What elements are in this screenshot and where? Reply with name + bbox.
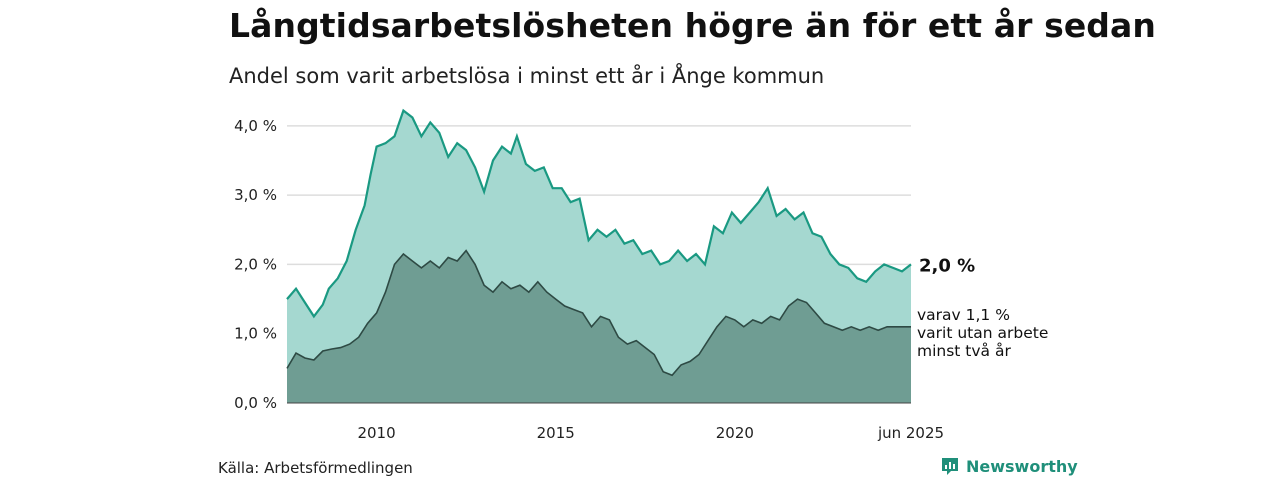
y-tick-label: 2,0 %: [234, 255, 277, 273]
brand-name: Newsworthy: [966, 456, 1078, 476]
y-tick-label: 3,0 %: [234, 186, 277, 204]
x-tick-label: 2015: [537, 424, 575, 442]
chart-subtitle: Andel som varit arbetslösa i minst ett å…: [229, 64, 825, 88]
x-tick-labels: 2010 2015 2020 jun 2025: [357, 424, 944, 442]
y-tick-label: 0,0 %: [234, 394, 277, 412]
line-total: [286, 108, 912, 319]
x-tick-label: 2010: [357, 424, 395, 442]
end-value-label: 2,0 %: [919, 255, 975, 276]
y-tick-labels: 0,0 % 1,0 % 2,0 % 3,0 % 4,0 %: [234, 117, 277, 412]
chart-title: Långtidsarbetslösheten högre än för ett …: [229, 6, 1156, 45]
newsworthy-logo-icon: [942, 458, 958, 475]
y-tick-label: 4,0 %: [234, 117, 277, 135]
annotation-line-1: varav 1,1 %: [917, 306, 1010, 324]
y-tick-label: 1,0 %: [234, 325, 277, 343]
line-longterm: [286, 249, 911, 377]
area-longterm: [287, 250, 911, 403]
annotation-line-2: varit utan arbete: [917, 324, 1048, 342]
source-note: Källa: Arbetsförmedlingen: [218, 459, 413, 477]
annotation-line-3: minst två år: [917, 342, 1011, 360]
x-tick-label: jun 2025: [877, 424, 944, 442]
longterm-annotation: varav 1,1 % varit utan arbete minst två …: [917, 306, 1053, 360]
brand-logo[interactable]: Newsworthy: [940, 456, 1078, 476]
x-tick-label: 2020: [716, 424, 754, 442]
